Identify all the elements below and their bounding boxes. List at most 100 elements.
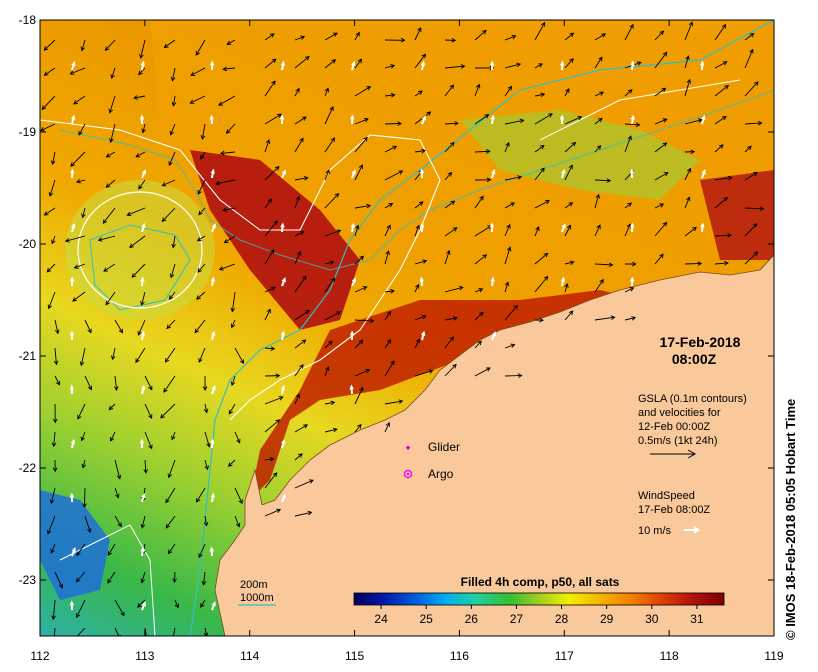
velocity-arrowhead bbox=[49, 499, 55, 505]
velocity-arrowhead bbox=[539, 317, 544, 323]
velocity-arrowhead bbox=[73, 100, 78, 105]
colorbar-ticks: 24 25 26 27 28 29 30 31 bbox=[374, 605, 704, 626]
wind-arrowhead bbox=[209, 546, 215, 552]
velocity-arrowhead bbox=[222, 207, 228, 213]
wind-arrowhead bbox=[140, 276, 145, 282]
velocity-arrowhead bbox=[143, 468, 148, 474]
velocity-arrow bbox=[594, 224, 601, 237]
velocity-arrow bbox=[171, 431, 176, 440]
velocity-arrowhead bbox=[270, 248, 275, 254]
velocity-arrow bbox=[444, 84, 454, 97]
velocity-arrow bbox=[51, 235, 56, 244]
velocity-arrowhead bbox=[166, 324, 171, 330]
velocity-arrow bbox=[594, 279, 604, 293]
velocity-arrow bbox=[138, 67, 146, 75]
wind-arrowhead bbox=[630, 114, 635, 120]
velocity-arrowhead bbox=[76, 551, 81, 557]
velocity-arrow bbox=[534, 22, 546, 41]
velocity-arrow bbox=[52, 599, 56, 620]
velocity-arrowhead bbox=[336, 311, 342, 316]
velocity-arrow bbox=[72, 291, 86, 302]
velocity-arrowhead bbox=[662, 221, 668, 227]
velocity-arrow bbox=[294, 424, 308, 433]
velocity-arrow bbox=[228, 459, 236, 467]
velocity-arrow bbox=[140, 39, 146, 59]
velocity-arrowhead bbox=[452, 316, 458, 321]
velocity-arrow bbox=[294, 251, 301, 265]
gsla-contour bbox=[77, 191, 203, 309]
velocity-arrowhead bbox=[43, 46, 49, 51]
velocity-arrow bbox=[624, 202, 632, 209]
velocity-arrowhead bbox=[206, 442, 211, 448]
velocity-arrowhead bbox=[148, 414, 153, 420]
wind-arrowhead bbox=[559, 114, 565, 120]
velocity-arrowhead bbox=[452, 363, 457, 369]
velocity-arrow bbox=[384, 123, 402, 125]
wind-arrowhead bbox=[700, 222, 705, 228]
wind-arrowhead bbox=[71, 222, 76, 229]
velocity-arrow bbox=[324, 428, 337, 433]
velocity-arrow bbox=[160, 403, 176, 419]
velocity-arrowhead bbox=[271, 58, 277, 64]
wind-arrowhead bbox=[140, 60, 146, 66]
wind-arrowhead bbox=[420, 60, 426, 66]
velocity-arrowhead bbox=[482, 29, 487, 35]
velocity-arrowhead bbox=[190, 71, 196, 76]
velocity-arrowhead bbox=[507, 85, 512, 91]
velocity-arrowhead bbox=[225, 129, 231, 134]
velocity-arrowhead bbox=[275, 419, 281, 424]
colorbar-tick-label: 25 bbox=[420, 612, 434, 626]
colorbar-tick-label: 31 bbox=[690, 612, 704, 626]
velocity-arrowhead bbox=[606, 178, 612, 183]
velocity-arrowhead bbox=[753, 251, 759, 256]
date-label: 17-Feb-2018 bbox=[660, 334, 741, 350]
velocity-arrow bbox=[714, 262, 728, 265]
velocity-arrowhead bbox=[171, 101, 177, 107]
velocity-arrow bbox=[169, 291, 176, 300]
velocity-arrow bbox=[744, 251, 758, 265]
velocity-arrowhead bbox=[304, 55, 310, 61]
velocity-arrowhead bbox=[200, 603, 205, 608]
velocity-arrow bbox=[112, 347, 116, 360]
velocity-arrowhead bbox=[446, 249, 451, 255]
velocity-arrowhead bbox=[272, 472, 278, 477]
hot-sst-patch-east bbox=[700, 170, 774, 260]
velocity-arrowhead bbox=[73, 637, 77, 641]
velocity-arrowhead bbox=[171, 638, 175, 642]
velocity-arrowhead bbox=[82, 503, 87, 508]
velocity-arrow bbox=[474, 312, 484, 321]
velocity-arrow bbox=[53, 431, 56, 447]
velocity-arrow bbox=[414, 54, 426, 69]
colorbar-tick-label: 27 bbox=[510, 612, 524, 626]
velocity-arrowhead bbox=[332, 427, 338, 433]
wind-arrowhead bbox=[419, 168, 425, 174]
velocity-arrow bbox=[144, 375, 153, 390]
velocity-arrow bbox=[384, 339, 392, 349]
wind-arrowhead bbox=[629, 222, 635, 228]
wind-arrowhead bbox=[561, 223, 566, 229]
velocity-arrow bbox=[474, 150, 490, 153]
velocity-arrow bbox=[384, 360, 395, 377]
velocity-arrow bbox=[76, 627, 86, 636]
velocity-arrow bbox=[324, 261, 334, 265]
velocity-arrow bbox=[165, 347, 176, 363]
velocity-arrow bbox=[684, 226, 697, 237]
velocity-arrow bbox=[354, 137, 368, 153]
velocity-arrowhead bbox=[141, 128, 146, 134]
velocity-arrow bbox=[264, 287, 276, 293]
velocity-arrowhead bbox=[369, 318, 375, 324]
velocity-arrowhead bbox=[161, 182, 167, 187]
velocity-arrowhead bbox=[543, 252, 549, 258]
wind-arrowhead bbox=[560, 276, 566, 282]
velocity-arrow bbox=[654, 142, 667, 153]
velocity-arrow bbox=[54, 571, 63, 588]
velocity-arrow bbox=[190, 95, 206, 104]
velocity-arrow bbox=[504, 63, 521, 69]
velocity-arrowhead bbox=[102, 219, 108, 224]
velocity-arrowhead bbox=[662, 118, 668, 123]
velocity-arrowhead bbox=[418, 90, 423, 95]
velocity-arrow bbox=[204, 431, 210, 447]
velocity-arrowhead bbox=[198, 553, 203, 559]
velocity-arrow bbox=[294, 36, 305, 41]
